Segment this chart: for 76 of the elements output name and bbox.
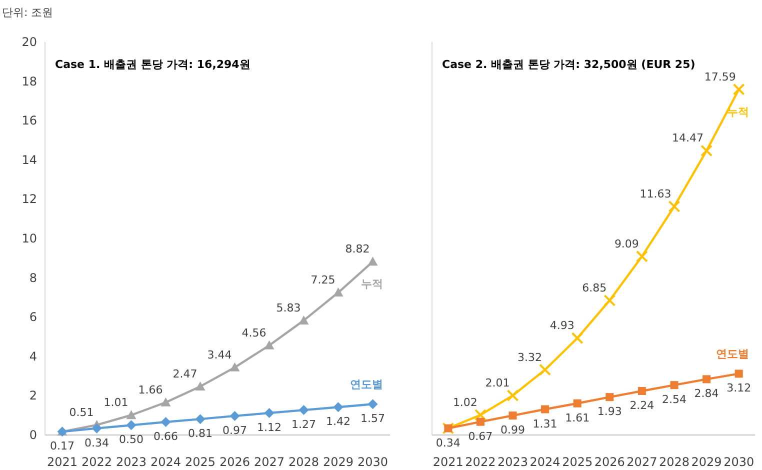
data-label: 3.44 (207, 348, 232, 362)
y-tick-label: 4 (29, 349, 37, 364)
data-label: 0.50 (119, 433, 144, 446)
data-label: 1.42 (326, 415, 350, 428)
data-label: 9.09 (614, 237, 639, 250)
data-label: 7.25 (310, 274, 336, 287)
series-label: 누적 (360, 278, 383, 291)
data-label: 1.27 (292, 418, 316, 432)
data-label: 3.12 (726, 382, 752, 395)
x-tick-label: 2024 (150, 455, 182, 469)
data-label: 1.31 (532, 417, 558, 430)
x-tick-label: 2030 (357, 455, 388, 469)
text: 단위: 조원 (2, 6, 54, 19)
x-tick-label: 2027 (626, 455, 658, 469)
x-tick-label: 2022 (465, 455, 496, 469)
data-label: 0.17 (50, 440, 74, 453)
x-tick-label: 2029 (322, 455, 354, 469)
y-tick-label: 0 (29, 428, 37, 442)
x-tick-label: 2022 (81, 455, 112, 469)
data-label: 1.61 (565, 411, 590, 424)
y-tick-label: 12 (22, 192, 37, 206)
data-label: 14.47 (672, 132, 704, 145)
data-label: 0.51 (69, 406, 94, 419)
data-label: 3.32 (518, 350, 542, 364)
data-label: 2.47 (172, 367, 198, 380)
data-label: 0.97 (222, 424, 247, 437)
x-tick-label: 2026 (594, 455, 625, 469)
x-tick-label: 2023 (116, 455, 147, 469)
text: Case 1. 배출권 톤당 가격: 16,294원 (55, 58, 250, 71)
data-label: 1.57 (360, 412, 385, 426)
data-label: 11.63 (640, 187, 672, 200)
x-tick-label: 2025 (184, 455, 216, 469)
x-tick-label: 2025 (562, 455, 593, 469)
x-tick-label: 2028 (288, 455, 320, 469)
data-label: 2.84 (694, 387, 719, 400)
x-tick-label: 2030 (724, 455, 754, 469)
data-label: 4.56 (242, 326, 266, 340)
x-tick-label: 2021 (432, 455, 464, 469)
y-tick-label: 6 (29, 310, 37, 324)
series-label: 누적 (726, 105, 749, 118)
y-tick-label: 14 (22, 152, 37, 167)
text: Case 2. 배출권 톤당 가격: 32,500원 (EUR 25) (442, 58, 696, 71)
y-tick-label: 16 (22, 114, 37, 128)
data-label: 2.24 (630, 398, 654, 412)
data-label: 1.93 (597, 405, 622, 418)
y-tick-label: 8 (29, 270, 37, 285)
data-label: 1.02 (452, 396, 478, 409)
series-label: 연도별 (716, 348, 749, 361)
data-label: 0.67 (468, 430, 493, 443)
x-tick-label: 2027 (254, 455, 285, 469)
data-label: 17.59 (704, 70, 736, 84)
y-tick-label: 18 (22, 74, 37, 88)
series-label: 연도별 (350, 378, 383, 392)
data-label: 2.01 (485, 376, 510, 390)
x-tick-label: 2024 (530, 455, 560, 469)
data-label: 4.93 (550, 319, 574, 332)
data-label: 1.01 (104, 396, 128, 410)
x-tick-label: 2029 (691, 455, 722, 469)
data-label: 0.81 (188, 427, 212, 440)
y-tick-label: 10 (22, 232, 37, 246)
data-label: 6.85 (582, 281, 607, 294)
data-label: 0.34 (436, 436, 460, 450)
data-label: 0.34 (84, 436, 109, 450)
data-label: 1.12 (257, 420, 282, 434)
data-label: 0.66 (154, 430, 178, 444)
data-label: 5.83 (276, 301, 301, 314)
x-tick-label: 2021 (46, 455, 78, 469)
x-tick-label: 2028 (658, 455, 690, 469)
data-label: 2.54 (662, 393, 686, 406)
data-label: 1.66 (138, 383, 163, 396)
data-label: 8.82 (345, 242, 370, 256)
data-label: 0.99 (500, 424, 525, 437)
x-tick-label: 2023 (497, 455, 528, 469)
y-tick-label: 2 (29, 388, 37, 403)
y-tick-label: 20 (22, 35, 37, 49)
x-tick-label: 2026 (219, 455, 250, 469)
